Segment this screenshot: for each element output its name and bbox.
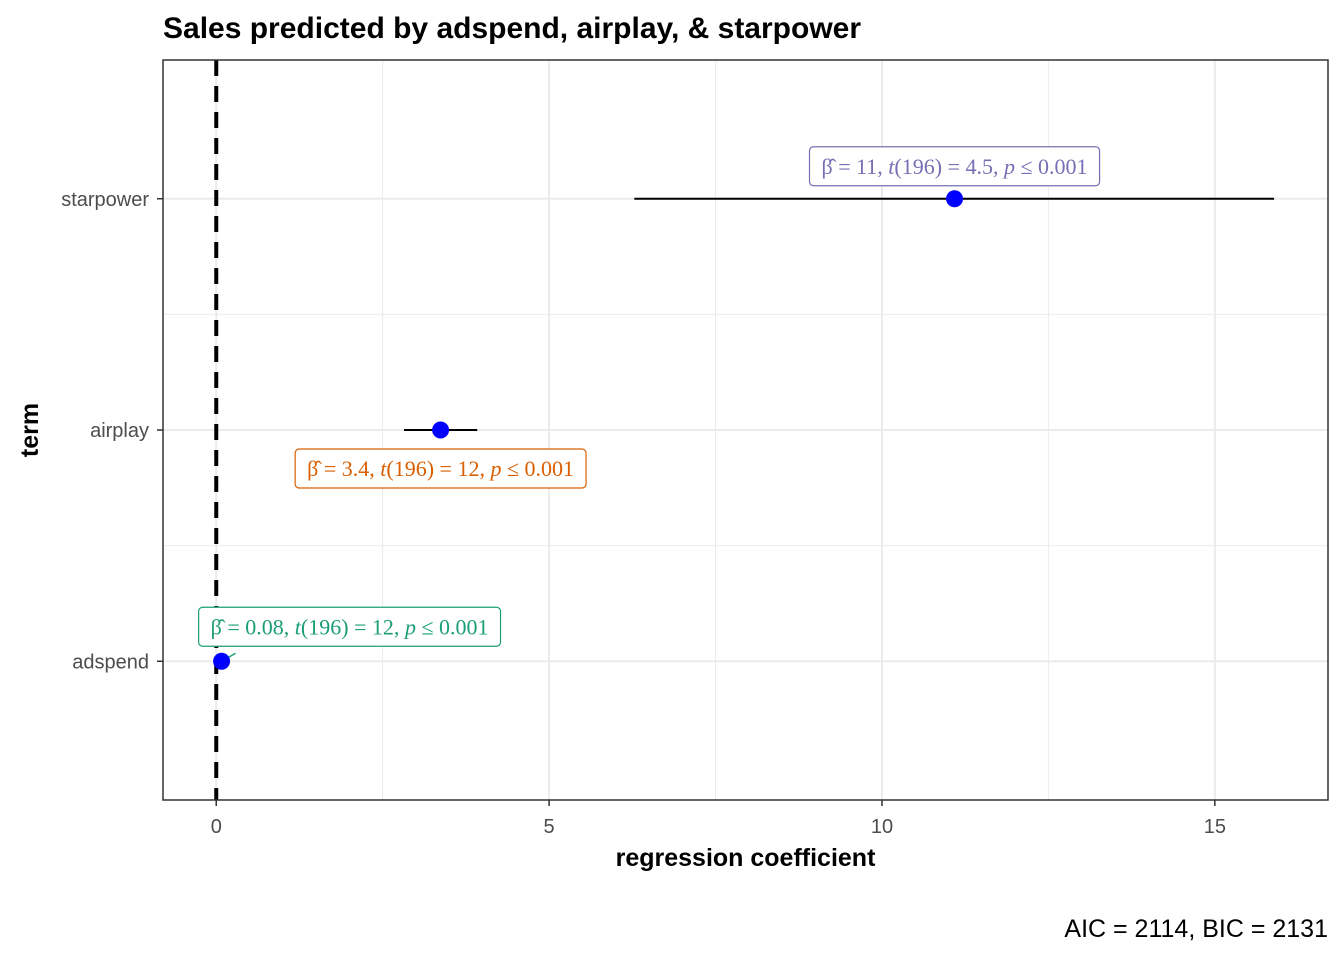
x-axis-ticks: 0 5 10 15 (211, 800, 1226, 838)
estimate-label-starpower: β̂ = 11, t(196) = 4.5, p ≤ 0.001 (808, 146, 1101, 187)
x-tick-label: 15 (1204, 816, 1226, 838)
y-tick-label-airplay: airplay (90, 420, 149, 442)
y-tick-label-starpower: starpower (61, 189, 149, 211)
label-box (198, 606, 502, 647)
y-axis-title: term (16, 403, 44, 457)
label-text: β̂ = 11, t(196) = 4.5, p ≤ 0.001 (822, 154, 1088, 179)
label-text: β̂ = 0.08, t(196) = 12, p ≤ 0.001 (211, 614, 489, 639)
fit-statistics-caption: AIC = 2114, BIC = 2131 (1064, 915, 1328, 943)
estimate-point-airplay (432, 421, 450, 439)
estimate-labels: β̂ = 0.08, t(196) = 12, p ≤ 0.001 β̂ = 3.… (198, 146, 1101, 647)
estimate-point-starpower (946, 190, 964, 208)
x-tick-label: 10 (871, 816, 893, 838)
y-tick-label-adspend: adspend (72, 651, 149, 673)
y-axis-ticks: adspend airplay starpower (61, 189, 163, 673)
label-box (294, 448, 587, 489)
label-box (808, 146, 1101, 187)
estimate-label-airplay: β̂ = 3.4, t(196) = 12, p ≤ 0.001 (294, 448, 587, 489)
chart-title: Sales predicted by adspend, airplay, & s… (163, 12, 861, 45)
estimate-label-adspend: β̂ = 0.08, t(196) = 12, p ≤ 0.001 (198, 606, 502, 647)
estimate-points (213, 190, 964, 670)
x-axis-title: regression coefficient (616, 844, 876, 872)
label-text: β̂ = 3.4, t(196) = 12, p ≤ 0.001 (307, 456, 574, 481)
estimate-point-adspend (213, 652, 231, 670)
x-tick-label: 0 (211, 816, 222, 838)
x-tick-label: 5 (544, 816, 555, 838)
